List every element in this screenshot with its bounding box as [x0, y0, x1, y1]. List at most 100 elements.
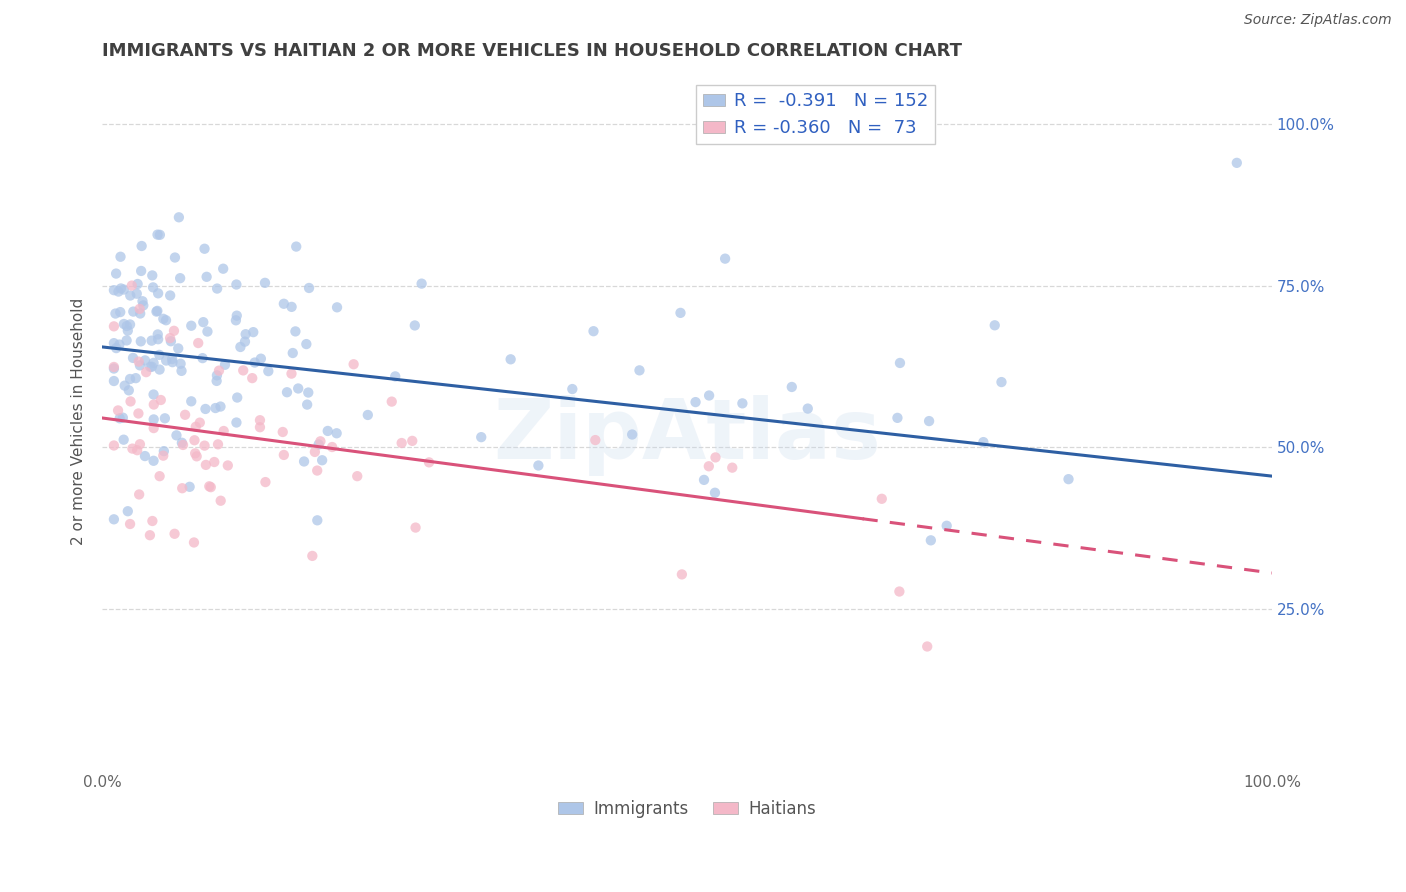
- Point: [972, 435, 994, 450]
- Point: [180, 318, 202, 333]
- Point: [107, 285, 129, 299]
- Point: [225, 309, 247, 323]
- Point: [217, 458, 239, 473]
- Point: [134, 449, 156, 463]
- Point: [129, 359, 152, 373]
- Point: [990, 375, 1012, 389]
- Point: [298, 281, 321, 295]
- Point: [721, 460, 744, 475]
- Point: [152, 311, 174, 326]
- Point: [292, 454, 315, 468]
- Point: [226, 391, 249, 405]
- Point: [120, 394, 142, 409]
- Point: [153, 444, 176, 458]
- Point: [141, 514, 163, 528]
- Point: [195, 269, 218, 284]
- Point: [404, 318, 426, 333]
- Point: [918, 414, 941, 428]
- Point: [167, 342, 190, 356]
- Point: [103, 361, 125, 376]
- Point: [179, 480, 201, 494]
- Point: [172, 438, 194, 452]
- Point: [232, 363, 254, 377]
- Point: [169, 357, 191, 371]
- Point: [209, 400, 232, 414]
- Point: [225, 313, 247, 327]
- Point: [180, 394, 202, 409]
- Point: [257, 364, 280, 378]
- Point: [886, 410, 908, 425]
- Point: [170, 364, 193, 378]
- Point: [242, 325, 264, 339]
- Point: [321, 440, 343, 454]
- Point: [384, 369, 406, 384]
- Point: [697, 459, 720, 474]
- Point: [146, 327, 169, 342]
- Point: [202, 455, 225, 469]
- Point: [141, 334, 163, 348]
- Point: [142, 280, 165, 294]
- Point: [704, 485, 727, 500]
- Point: [204, 401, 226, 415]
- Point: [131, 294, 153, 309]
- Point: [208, 364, 231, 378]
- Point: [184, 446, 207, 460]
- Point: [128, 487, 150, 501]
- Point: [391, 436, 413, 450]
- Point: [280, 367, 302, 381]
- Point: [200, 480, 222, 494]
- Point: [122, 351, 145, 365]
- Point: [103, 283, 125, 297]
- Point: [295, 398, 318, 412]
- Point: [107, 403, 129, 417]
- Point: [132, 298, 155, 312]
- Point: [280, 300, 302, 314]
- Point: [307, 513, 329, 527]
- Point: [183, 535, 205, 549]
- Point: [129, 264, 152, 278]
- Text: ZipAtlas: ZipAtlas: [494, 394, 882, 475]
- Point: [621, 427, 644, 442]
- Point: [120, 516, 142, 531]
- Point: [127, 407, 149, 421]
- Point: [249, 420, 271, 434]
- Point: [105, 341, 128, 355]
- Point: [704, 450, 727, 465]
- Point: [146, 304, 169, 318]
- Point: [194, 458, 217, 472]
- Point: [325, 426, 347, 441]
- Point: [233, 334, 256, 349]
- Point: [235, 327, 257, 342]
- Point: [357, 408, 380, 422]
- Point: [103, 438, 125, 452]
- Point: [225, 416, 247, 430]
- Point: [1226, 156, 1249, 170]
- Point: [104, 307, 127, 321]
- Y-axis label: 2 or more Vehicles in Household: 2 or more Vehicles in Household: [72, 298, 86, 545]
- Point: [142, 356, 165, 370]
- Point: [205, 374, 228, 388]
- Point: [240, 371, 263, 385]
- Point: [118, 372, 141, 386]
- Point: [142, 421, 165, 435]
- Point: [122, 304, 145, 318]
- Point: [142, 387, 165, 401]
- Point: [1057, 472, 1080, 486]
- Point: [671, 567, 693, 582]
- Point: [870, 491, 893, 506]
- Point: [797, 401, 820, 416]
- Point: [209, 493, 232, 508]
- Point: [103, 374, 125, 388]
- Point: [326, 301, 349, 315]
- Point: [129, 334, 152, 349]
- Point: [316, 424, 339, 438]
- Point: [110, 281, 132, 295]
- Point: [129, 306, 152, 320]
- Point: [155, 353, 177, 368]
- Point: [103, 512, 125, 526]
- Point: [212, 261, 235, 276]
- Point: [920, 533, 942, 548]
- Point: [281, 346, 304, 360]
- Point: [159, 288, 181, 302]
- Point: [127, 277, 149, 291]
